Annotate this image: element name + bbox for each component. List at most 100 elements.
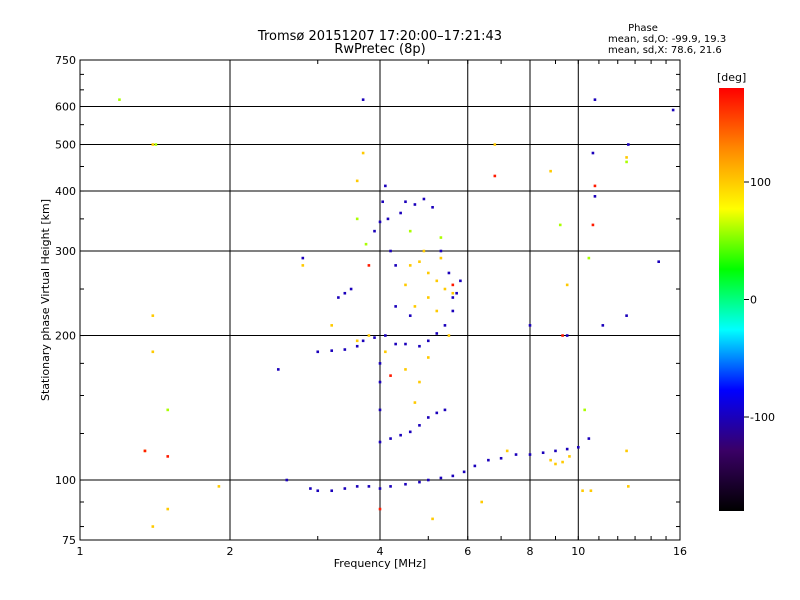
data-point <box>435 279 439 283</box>
title-block: Tromsø 20151207 17:20:00–17:21:43 RwPret… <box>257 29 502 57</box>
data-point <box>378 220 382 224</box>
data-point <box>355 179 359 183</box>
data-point <box>330 349 334 352</box>
data-point <box>493 143 497 146</box>
y-tick-label: 100 <box>55 474 76 487</box>
data-point <box>301 264 305 267</box>
colorbar-tick-label: 100 <box>750 176 771 189</box>
grid-lines <box>80 60 680 540</box>
data-point <box>399 211 402 215</box>
data-point <box>418 424 421 427</box>
data-point <box>418 480 421 484</box>
data-point <box>499 456 503 460</box>
data-point <box>404 200 407 204</box>
y-tick-label: 600 <box>55 101 76 114</box>
data-point <box>493 174 497 178</box>
data-point <box>330 324 334 327</box>
data-point <box>589 489 593 493</box>
data-point <box>426 416 430 419</box>
data-point <box>389 374 392 377</box>
data-point <box>426 339 430 343</box>
data-point <box>554 462 557 466</box>
data-point <box>118 98 121 101</box>
data-point <box>217 485 221 488</box>
data-point <box>565 283 569 287</box>
stats-x-line: mean, sd,X: 78.6, 21.6 <box>608 45 722 56</box>
data-point <box>568 455 571 458</box>
data-point <box>337 296 340 299</box>
data-point <box>565 447 569 451</box>
x-tick-label: 16 <box>673 545 687 558</box>
data-point <box>426 271 430 275</box>
data-point <box>426 356 430 359</box>
data-point <box>426 296 430 299</box>
data-point <box>361 151 365 155</box>
data-point <box>451 296 455 299</box>
data-point <box>154 143 158 146</box>
data-point <box>143 449 147 453</box>
data-point <box>549 458 552 462</box>
x-tick-label: 10 <box>571 545 585 558</box>
data-point <box>528 324 532 327</box>
data-point <box>435 411 439 415</box>
data-point <box>389 437 392 440</box>
data-point <box>565 334 569 337</box>
x-tick-label: 1 <box>77 545 84 558</box>
data-point <box>657 260 660 264</box>
colorbar: [deg] 100 0 -100 <box>717 71 775 511</box>
data-point <box>576 446 580 449</box>
data-point <box>587 437 591 440</box>
data-point <box>413 203 417 206</box>
y-tick-label: 75 <box>62 534 76 547</box>
data-point <box>451 309 455 313</box>
data-point <box>404 368 407 371</box>
data-point <box>593 184 597 188</box>
data-point <box>378 380 382 384</box>
y-tick-label: 200 <box>55 330 76 343</box>
data-point <box>378 487 382 490</box>
data-point <box>355 339 359 343</box>
data-point <box>625 314 628 317</box>
data-point <box>625 156 628 159</box>
data-point <box>418 260 421 264</box>
data-point <box>583 408 586 412</box>
data-point <box>361 339 365 343</box>
data-point <box>418 344 421 348</box>
data-point <box>418 380 421 384</box>
data-point <box>384 184 387 188</box>
data-point <box>343 291 347 295</box>
data-point <box>413 305 417 308</box>
x-axis-label: Frequency [MHz] <box>334 557 426 570</box>
data-point <box>413 401 417 404</box>
data-point <box>541 451 545 455</box>
data-point <box>435 332 439 335</box>
data-point <box>378 507 382 511</box>
data-point <box>451 474 455 478</box>
y-tick-label: 300 <box>55 245 76 258</box>
data-point <box>355 217 359 221</box>
data-point <box>439 256 443 260</box>
data-point <box>378 362 382 365</box>
data-point <box>443 287 447 291</box>
data-point <box>389 485 392 488</box>
data-point <box>151 350 155 354</box>
data-point <box>459 279 462 283</box>
data-point <box>462 470 466 474</box>
axis-ticks: 1 2 4 6 8 10 16 75 100 200 300 400 500 600 750 <box>55 54 687 558</box>
data-point <box>276 368 280 371</box>
x-tick-label: 4 <box>377 545 384 558</box>
colorbar-ticks: 100 0 -100 <box>744 176 775 424</box>
data-point <box>166 455 170 458</box>
x-tick-label: 8 <box>527 545 534 558</box>
data-point <box>422 249 426 253</box>
data-point <box>625 449 628 453</box>
data-point <box>591 151 595 155</box>
data-point <box>301 256 305 260</box>
data-point <box>558 223 562 227</box>
colorbar-gradient <box>719 88 744 511</box>
data-point <box>355 344 359 348</box>
data-point <box>426 478 430 482</box>
data-point <box>166 507 170 511</box>
data-point <box>561 460 564 464</box>
data-point <box>367 264 371 267</box>
